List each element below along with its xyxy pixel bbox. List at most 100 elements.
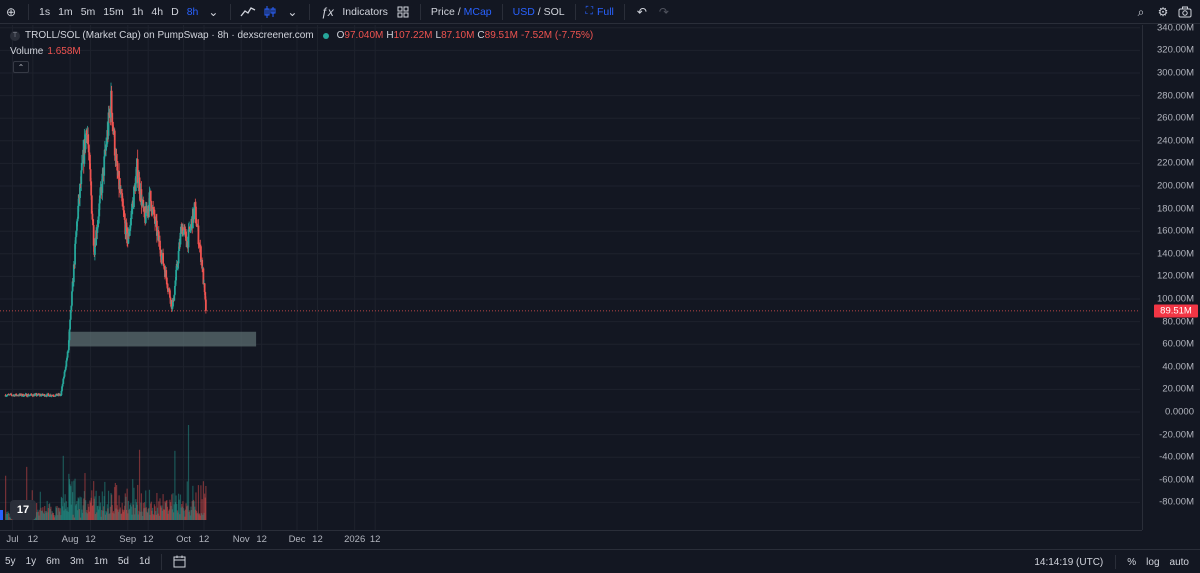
sol-option[interactable]: SOL xyxy=(543,5,565,18)
candle-body xyxy=(113,130,116,156)
candle-body xyxy=(22,396,25,397)
candle-body xyxy=(177,251,180,264)
usd-option[interactable]: USD xyxy=(512,5,535,18)
volume-bar xyxy=(36,512,38,520)
tradingview-logo-icon[interactable]: 17 xyxy=(10,500,36,520)
quick-search-icon[interactable]: ⌕ xyxy=(1137,4,1145,19)
candle-body xyxy=(80,170,83,185)
interval-d[interactable]: D xyxy=(171,5,179,18)
collapse-legend-button[interactable]: ⌃ xyxy=(13,61,29,73)
camera-icon[interactable] xyxy=(1174,0,1196,24)
candles-icon[interactable] xyxy=(259,0,281,24)
volume-bar xyxy=(58,507,60,520)
price-option[interactable]: Price xyxy=(430,5,455,18)
candle-body xyxy=(119,184,122,193)
volume-bar xyxy=(60,515,62,520)
percent-toggle[interactable]: % xyxy=(1127,556,1137,568)
candle-body xyxy=(97,216,100,221)
volume-bar xyxy=(137,514,139,520)
gear-icon[interactable]: ⚙ xyxy=(1157,5,1169,19)
interval-1s[interactable]: 1s xyxy=(39,5,51,18)
volume-bar xyxy=(86,513,89,520)
price-mcap-toggle[interactable]: Price / MCap xyxy=(427,0,496,24)
candle-body xyxy=(142,200,145,208)
interval-15m[interactable]: 15m xyxy=(103,5,124,18)
volume-bar xyxy=(51,511,53,520)
calendar-icon[interactable] xyxy=(168,550,190,573)
candle-body xyxy=(204,299,207,311)
interval-1h[interactable]: 1h xyxy=(131,5,144,18)
redo-icon[interactable]: ↷ xyxy=(658,4,669,19)
interval-8h[interactable]: 8h xyxy=(186,5,199,18)
candle-body xyxy=(111,112,114,126)
price-tick-label: -40.00M xyxy=(1159,451,1194,463)
volume-bar xyxy=(99,502,102,520)
candle-body xyxy=(120,191,123,194)
auto-toggle[interactable]: auto xyxy=(1169,556,1189,568)
price-axis[interactable]: 340.00M 320.00M 300.00M 280.00M 260.00M 240.0… xyxy=(1142,22,1200,530)
range-6m[interactable]: 6m xyxy=(46,556,61,567)
interval-5m[interactable]: 5m xyxy=(80,5,96,18)
layouts-icon[interactable] xyxy=(392,0,414,24)
range-3m[interactable]: 3m xyxy=(70,556,84,567)
volume-bar xyxy=(157,513,159,520)
volume-bar xyxy=(156,492,158,520)
candle-body xyxy=(62,378,65,384)
candle-body xyxy=(68,329,71,341)
candle-body xyxy=(116,161,119,171)
candle-body xyxy=(154,219,157,225)
volume-bar xyxy=(59,508,61,520)
price-tick-label: 80.00M xyxy=(1162,316,1194,328)
volume-bar xyxy=(132,479,134,520)
volume-bar xyxy=(155,514,157,520)
volume-bar xyxy=(129,508,131,520)
chevron-down-icon[interactable]: ⌄ xyxy=(287,4,298,19)
range-1d[interactable]: 1d xyxy=(138,556,151,567)
mcap-option[interactable]: MCap xyxy=(463,5,492,18)
range-5d[interactable]: 5d xyxy=(117,556,129,567)
range-1m[interactable]: 1m xyxy=(93,556,108,567)
symbol-title[interactable]: TROLL/SOL (Market Cap) on PumpSwap · 8h … xyxy=(25,30,314,41)
volume-bar xyxy=(171,509,173,520)
interval-4h[interactable]: 4h xyxy=(151,5,164,18)
time-axis[interactable]: Jul 12 Aug 12 Sep 12 Oct 12 Nov 12 Dec 12 2026 12 xyxy=(0,530,1142,547)
price-chart[interactable] xyxy=(0,25,1140,530)
price-tick-label: 140.00M xyxy=(1157,248,1194,260)
candle-body xyxy=(110,90,113,113)
volume-bar xyxy=(72,514,74,520)
volume-bar xyxy=(175,495,177,520)
candle-body xyxy=(128,230,131,236)
chevron-down-icon[interactable]: ⌄ xyxy=(208,4,219,19)
log-toggle[interactable]: log xyxy=(1146,556,1160,568)
interval-1m[interactable]: 1m xyxy=(58,5,73,18)
candle-body xyxy=(69,309,72,320)
scroll-handle[interactable] xyxy=(0,510,3,520)
full-button[interactable]: ⛶ Full xyxy=(582,0,618,24)
volume-bar xyxy=(192,499,195,520)
volume-bar xyxy=(182,501,184,520)
undo-icon[interactable]: ↶ xyxy=(636,4,647,19)
volume-bar xyxy=(44,510,46,520)
volume-bar xyxy=(109,513,111,520)
utc-clock[interactable]: 14:14:19 (UTC) xyxy=(1034,556,1104,568)
volume-bar xyxy=(101,510,103,520)
volume-bar xyxy=(150,503,152,520)
line-chart-icon[interactable] xyxy=(237,0,259,24)
indicators-icon[interactable]: ƒx xyxy=(321,4,334,19)
volume-bar xyxy=(127,513,129,520)
add-symbol-icon[interactable]: ⊕ xyxy=(5,4,17,19)
volume-bar xyxy=(129,504,131,520)
volume-bar xyxy=(150,501,152,520)
range-5y[interactable]: 5y xyxy=(5,556,16,567)
price-tick-label: -80.00M xyxy=(1159,496,1194,508)
volume-bar xyxy=(155,511,157,520)
volume-bar xyxy=(68,473,70,520)
volume-bar xyxy=(200,513,203,520)
volume-bar xyxy=(88,511,90,520)
indicators-button[interactable]: Indicators xyxy=(342,5,388,18)
candle-body xyxy=(80,163,83,171)
volume-bar xyxy=(161,505,163,520)
range-1y[interactable]: 1y xyxy=(25,556,37,567)
currency-toggle[interactable]: USD / SOL xyxy=(509,0,569,24)
candle-body xyxy=(20,393,23,396)
